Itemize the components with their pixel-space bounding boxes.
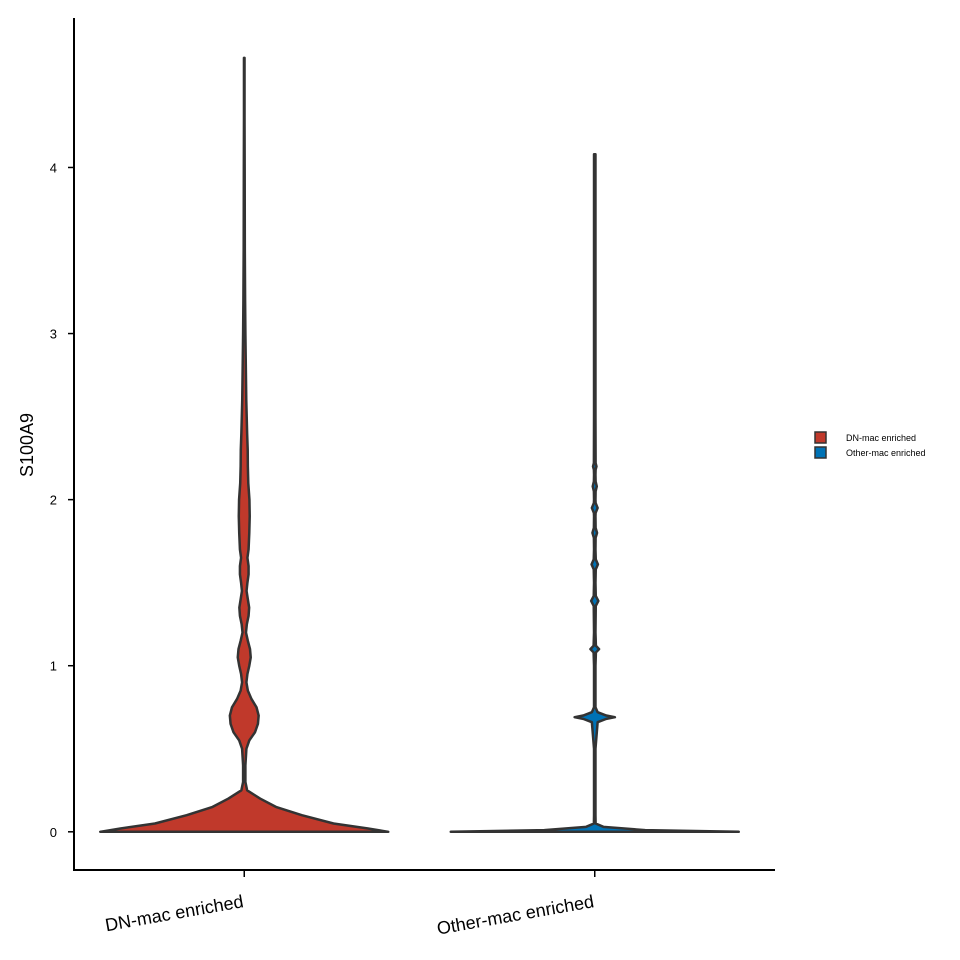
y-axis-title: S100A9 (17, 413, 37, 477)
violins (99, 56, 740, 834)
y-tick-label: 0 (50, 825, 57, 840)
legend-swatch (814, 446, 827, 459)
x-ticks: DN-mac enriched Other-mac enriched (104, 870, 596, 939)
legend: DN-mac enriched Other-mac enriched (814, 431, 926, 459)
violin-0 (99, 56, 390, 834)
y-ticks: 0 1 2 3 4 (50, 160, 74, 840)
y-tick-label: 3 (50, 327, 57, 342)
legend-label: DN-mac enriched (846, 433, 916, 443)
legend-label: Other-mac enriched (846, 448, 926, 458)
y-tick-label: 4 (50, 160, 57, 175)
legend-swatch (814, 431, 827, 444)
y-tick-label: 2 (50, 493, 57, 508)
axes (73, 18, 775, 871)
violin-1 (449, 152, 740, 834)
y-tick-label: 1 (50, 659, 57, 674)
x-tick-label: DN-mac enriched (104, 891, 245, 935)
x-tick-label: Other-mac enriched (435, 891, 595, 938)
